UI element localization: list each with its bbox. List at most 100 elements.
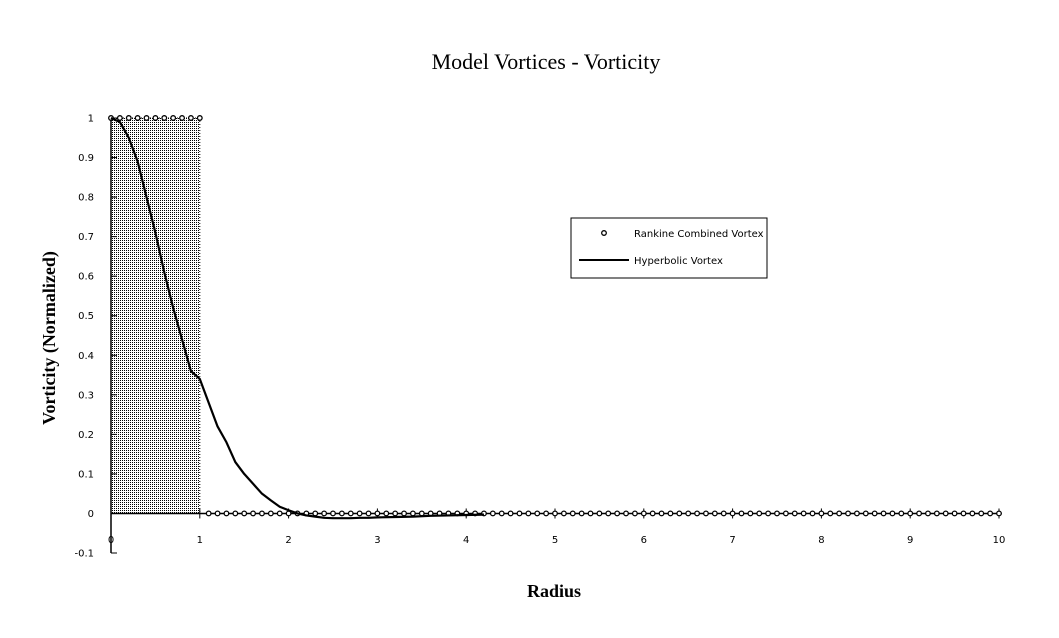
x-tick-label: 1 (197, 535, 203, 546)
x-tick-label: 9 (907, 535, 913, 546)
data-point-rankine (676, 510, 683, 517)
x-tick-label: 6 (641, 535, 647, 546)
x-tick-label: 8 (818, 535, 824, 546)
data-point-rankine (214, 510, 221, 517)
data-point-rankine (845, 510, 851, 517)
data-point-rankine (996, 510, 1002, 517)
data-point-rankine (729, 510, 736, 517)
data-point-rankine (143, 115, 150, 121)
data-point-rankine (782, 510, 789, 517)
data-point-rankine (116, 115, 123, 121)
data-point-rankine (223, 510, 230, 517)
data-point-rankine (898, 510, 905, 517)
data-point-rankine (987, 510, 994, 517)
y-tick-label: 0.1 (78, 469, 94, 480)
data-point-rankine (933, 510, 940, 517)
data-point-rankine (942, 510, 949, 517)
legend-marker-rankine (601, 230, 607, 236)
data-point-rankine (605, 510, 612, 517)
y-tick-label: 0.3 (78, 390, 94, 401)
y-tick-label: 0.8 (78, 193, 94, 204)
data-point-rankine (516, 510, 523, 517)
data-point-rankine (401, 510, 407, 517)
x-tick-label: 5 (552, 535, 558, 546)
data-point-rankine (720, 510, 727, 517)
data-point-rankine (765, 510, 772, 517)
data-point-rankine (703, 510, 709, 517)
data-point-rankine (498, 510, 505, 517)
data-point-rankine (711, 510, 718, 517)
data-point-rankine (578, 510, 585, 517)
data-point-rankine (152, 115, 159, 121)
data-point-rankine (853, 510, 860, 517)
data-point-rankine (862, 510, 869, 517)
data-point-rankine (880, 510, 887, 517)
data-point-rankine (187, 115, 194, 121)
data-point-rankine (747, 510, 754, 517)
series-line-hyperbolic (110, 116, 484, 520)
legend-label-hyperbolic: Hyperbolic Vortex (634, 256, 723, 267)
chart-title: Model Vortices - Vorticity (432, 49, 661, 74)
series-layer (108, 115, 1002, 520)
data-point-rankine (978, 510, 985, 517)
data-point-rankine (170, 115, 177, 121)
data-point-rankine (365, 510, 372, 517)
data-point-rankine (330, 510, 336, 517)
data-point-rankine (409, 510, 416, 517)
legend-box (570, 217, 768, 279)
data-point-rankine (125, 115, 132, 121)
data-point-rankine (552, 510, 558, 517)
legend-label-rankine: Rankine Combined Vortex (634, 229, 764, 240)
data-point-rankine (392, 510, 399, 517)
x-axis-label: Radius (527, 581, 581, 601)
data-point-rankine (374, 510, 381, 517)
data-point-rankine (889, 510, 896, 517)
data-point-rankine (267, 510, 274, 517)
data-point-rankine (907, 510, 914, 517)
data-point-rankine (640, 510, 647, 517)
data-point-rankine (756, 510, 763, 517)
x-tick-label: 10 (993, 535, 1006, 546)
x-tick-label: 0 (108, 535, 114, 546)
y-tick-label: 0 (88, 509, 94, 520)
data-point-rankine (347, 510, 354, 517)
x-tick-label: 3 (374, 535, 380, 546)
data-point-rankine (560, 510, 567, 517)
data-point-rankine (276, 510, 283, 517)
data-point-rankine (694, 510, 701, 517)
data-point-rankine (543, 510, 550, 517)
shaded-core-region (111, 118, 200, 514)
y-ticks: -0.1 0 0.1 0.2 0.3 0.4 0.5 0.6 0.7 0.8 0.9 1 (74, 114, 117, 560)
y-tick-label: 1 (88, 114, 94, 125)
data-point-rankine (960, 510, 967, 517)
data-point-rankine (871, 510, 878, 517)
y-tick-label: 0.6 (78, 272, 94, 283)
y-tick-label: 0.4 (78, 351, 94, 362)
data-point-rankine (800, 510, 807, 517)
data-point-rankine (969, 510, 976, 517)
data-point-rankine (658, 510, 665, 517)
y-tick-label: 0.9 (78, 153, 94, 164)
data-point-rankine (507, 510, 514, 517)
data-point-rankine (321, 510, 328, 517)
data-point-rankine (596, 510, 603, 517)
data-point-rankine (525, 510, 532, 517)
data-point-rankine (259, 510, 265, 517)
data-point-rankine (250, 510, 257, 517)
data-point-rankine (667, 510, 674, 517)
x-tick-label: 7 (729, 535, 735, 546)
data-point-rankine (738, 510, 745, 517)
data-point-rankine (383, 510, 390, 517)
y-tick-label: 0.2 (78, 430, 94, 441)
data-point-rankine (179, 115, 185, 121)
data-point-rankine (534, 510, 541, 517)
data-point-rankine (241, 510, 248, 517)
y-tick-label: 0.5 (78, 311, 94, 322)
data-point-rankine (312, 510, 319, 517)
y-tick-label: -0.1 (74, 549, 94, 560)
data-point-rankine (569, 510, 576, 517)
data-point-rankine (489, 510, 496, 517)
data-point-rankine (685, 510, 692, 517)
data-point-rankine (196, 115, 203, 121)
